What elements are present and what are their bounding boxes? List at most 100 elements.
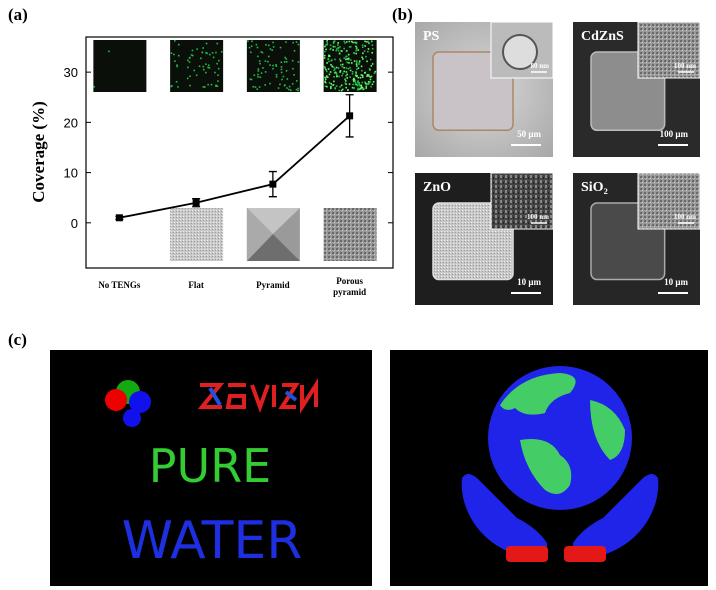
fluorescence-dot (361, 46, 364, 49)
fluorescence-dot (356, 61, 358, 64)
fluorescence-dot (367, 40, 369, 43)
micrograph-label: SiO₂ (581, 180, 608, 195)
fluorescence-dot (334, 87, 337, 90)
fluorescence-dot (205, 42, 208, 45)
sem-image (323, 208, 377, 261)
fluorescence-dot (267, 55, 270, 58)
fluorescence-dot (366, 41, 368, 43)
micrograph-label: PS (423, 29, 440, 44)
fluorescence-dot (191, 54, 194, 57)
fluorescence-dot (353, 78, 356, 81)
fluorescence-dot (210, 83, 213, 86)
fluorescence-dot (366, 73, 369, 76)
fluorescence-dot (257, 73, 259, 76)
fluorescence-dot (345, 55, 348, 58)
fluorescence-dot (349, 76, 351, 78)
fluorescence-dot (360, 84, 362, 87)
fluorescence-dot (360, 86, 363, 89)
fluorescence-dot (275, 65, 278, 67)
fluorescence-dot (283, 61, 286, 63)
fluorescence-dot (346, 77, 349, 79)
fluorescence-dot (260, 72, 263, 74)
fluorescence-dot (272, 67, 274, 70)
fluorescence-dot (354, 74, 357, 77)
image-text: WATER (122, 511, 303, 571)
fluorescence-dot (331, 59, 333, 61)
fluorescence-dot (188, 61, 191, 63)
fluorescence-dot (361, 76, 364, 78)
fluorescence-dot (249, 78, 252, 81)
fluorescence-dot (324, 78, 327, 81)
fluorescence-dot (361, 81, 364, 84)
land (500, 373, 576, 415)
fluorescence-dot (355, 52, 358, 55)
fluorescence-dot (355, 83, 358, 86)
fluorescence-dot (191, 49, 194, 52)
fluorescence-dot (176, 65, 178, 68)
fluorescence-dot (354, 41, 356, 44)
fluorescence-dot (337, 42, 339, 44)
fluorescence-dot (269, 64, 271, 66)
fluorescence-dot (250, 45, 253, 48)
fluorescence-dot (325, 44, 327, 46)
fluorescence-dot (362, 87, 365, 90)
data-point (269, 180, 277, 188)
fluorescence-dot (358, 83, 360, 85)
fluorescence-dot (196, 48, 198, 50)
fluorescence-dot (355, 41, 358, 44)
fluorescence-dot (360, 74, 363, 76)
fluorescence-dot (364, 81, 366, 84)
inset-scale-label: 80 nm (531, 62, 550, 70)
fluorescence-dot (324, 85, 327, 88)
fluorescence-dot (334, 58, 336, 61)
inset-scale-label: 100 nm (527, 213, 549, 221)
fluorescence-dot (288, 88, 290, 91)
fluorescence-dot (326, 42, 329, 44)
fluorescence-dot (291, 83, 294, 85)
fluorescence-dot (330, 87, 332, 90)
fluorescence-dot (267, 44, 270, 47)
fluorescence-dot (361, 86, 364, 89)
fluorescence-dot (357, 81, 359, 84)
fluorescence-dot (370, 85, 372, 88)
fluorescence-dot (202, 65, 205, 68)
fluorescence-dot (351, 70, 354, 73)
panel-label: (b) (392, 5, 413, 24)
fluorescence-dot (353, 77, 355, 80)
fluorescence-dot (367, 80, 370, 83)
fluorescence-dot (333, 66, 335, 69)
fluorescence-dot (247, 40, 249, 42)
fluorescence-dot (349, 45, 352, 48)
fluorescence-dot (332, 41, 335, 43)
fluorescence-dot (261, 51, 264, 54)
fluorescence-dot (371, 83, 374, 86)
fluorescence-dot (190, 54, 193, 56)
fluorescence-dot (369, 58, 372, 61)
fluorescence-dot (356, 65, 358, 67)
fluorescence-dot (369, 76, 372, 78)
fluorescence-dot (353, 52, 355, 54)
fluorescence-dot (358, 88, 361, 90)
fluorescence-dot (353, 80, 355, 83)
fluorescence-dot (257, 68, 260, 70)
fluorescence-dot (344, 42, 346, 44)
fluorescence-dot (205, 63, 207, 65)
fluorescence-dot (367, 50, 369, 53)
fluorescence-dot (323, 54, 326, 57)
fluorescence-dot (285, 41, 287, 43)
fluorescence-dot (374, 70, 377, 73)
fluorescence-dot (337, 44, 339, 46)
fluorescence-dot (204, 86, 206, 88)
fluorescence-dot (275, 64, 277, 66)
fluorescence-dot (347, 58, 350, 61)
fluorescence-dot (327, 58, 329, 61)
fluorescence-dot (250, 78, 253, 81)
land (520, 439, 572, 494)
fluorescence-dot (357, 67, 360, 69)
fluorescence-dot (275, 73, 278, 76)
fluorescence-dot (189, 84, 191, 87)
fluorescence-dot (357, 80, 359, 83)
fluorescence-dot (215, 84, 217, 87)
fluorescence-dot (334, 68, 336, 70)
fluorescence-dot (369, 78, 372, 81)
